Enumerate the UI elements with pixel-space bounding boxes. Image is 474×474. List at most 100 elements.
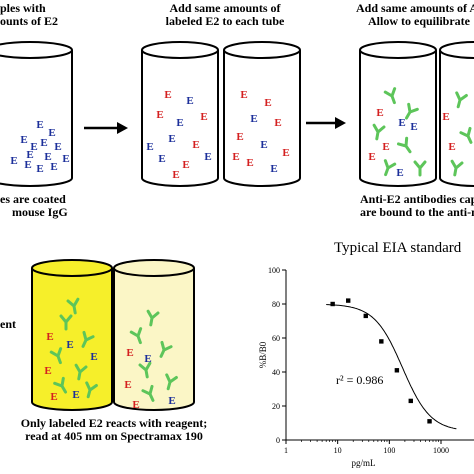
e2-step2-left: E <box>186 95 193 107</box>
r-squared-annotation: r² = 0.986 <box>336 373 383 387</box>
tube-step2-left <box>141 41 219 187</box>
e2-step4-yellow: E <box>90 351 97 363</box>
step3-caption-bottom: Anti-E2 antibodies capt are bound to the… <box>360 192 474 219</box>
e2-step3-left: E <box>382 141 389 153</box>
tube-step3-right <box>439 41 474 187</box>
e2-step2-right: E <box>282 147 289 159</box>
tube-step1-rim <box>0 41 73 59</box>
e2-step4-yellow: E <box>72 389 79 401</box>
e2-step4-yellow: E <box>66 339 73 351</box>
e2-step4-yellow: E <box>46 331 53 343</box>
tube-step3-right-body <box>439 50 474 187</box>
unlabeled-e2-step1: E <box>50 161 57 173</box>
e2-step2-right: E <box>260 139 267 151</box>
step3-caption-top: Add same amounts of An Allow to equilibr… <box>356 1 474 28</box>
data-point <box>346 298 351 303</box>
unlabeled-e2-step1: E <box>62 153 69 165</box>
unlabeled-e2-step1: E <box>36 119 43 131</box>
step4-side-label: ent <box>0 317 16 331</box>
unlabeled-e2-step1: E <box>54 141 61 153</box>
data-point <box>394 368 400 373</box>
chart-title: Typical EIA standard <box>334 240 462 256</box>
tube-step1 <box>0 41 73 187</box>
e2-step2-left: E <box>204 151 211 163</box>
arrows-layer <box>84 117 346 134</box>
e2-step2-right: E <box>270 163 277 175</box>
unlabeled-e2-step1: E <box>10 155 17 167</box>
eia-standard-curve-chart: 0 20 40 60 80 100 1 10 100 1000 pg/mL %B/B0 r² = 0.9… <box>258 266 474 468</box>
e2-step2-left: E <box>192 139 199 151</box>
e2-step3-left: E <box>396 167 403 179</box>
y-axis-label: %B/B0 <box>258 341 268 368</box>
e2-step2-left: E <box>172 169 179 181</box>
e2-step2-left: E <box>176 117 183 129</box>
unlabeled-e2-step1: E <box>40 137 47 149</box>
e2-step4-pale: E <box>144 353 151 365</box>
y-tick-label: 0 <box>276 436 280 445</box>
tube-step2-left-rim <box>141 41 219 59</box>
tube-step2-right-rim <box>223 41 301 59</box>
e2-step4-pale: E <box>132 399 139 411</box>
data-point <box>363 313 368 319</box>
unlabeled-e2-step1: E <box>48 127 55 139</box>
tube-step3-left <box>359 41 437 187</box>
e2-step2-right: E <box>240 89 247 101</box>
tube-step2-left-body <box>141 50 219 187</box>
y-tick-label: 80 <box>272 300 280 309</box>
tube-step4-yellow-body <box>31 268 113 411</box>
tube-step1-body <box>0 50 73 187</box>
step1-caption-bottom: es are coated mouse IgG <box>0 192 68 219</box>
x-axis-label: pg/mL <box>352 458 376 468</box>
tube-step4-pale-body <box>113 268 195 411</box>
e2-step4-pale: E <box>168 395 175 407</box>
step4-caption-bottom: Only labeled E2 reacts with reagent; rea… <box>20 416 208 443</box>
unlabeled-e2-step1: E <box>44 151 51 163</box>
unlabeled-e2-step1: E <box>20 134 27 146</box>
e2-step2-left: E <box>146 141 153 153</box>
e2-step2-left: E <box>200 111 207 123</box>
step-arrow-2 <box>306 117 346 129</box>
e2-step4-yellow: E <box>50 391 57 403</box>
x-tick-label: 1 <box>284 446 288 455</box>
fit-curve <box>326 304 457 430</box>
step1-caption-top: ples with ounts of E2 <box>0 1 59 28</box>
e2-step4-pale: E <box>126 347 133 359</box>
tube-step2-right-body <box>223 50 301 187</box>
tube-step2-right <box>223 41 301 187</box>
data-point <box>427 419 432 424</box>
data-point <box>379 339 384 344</box>
e2-step2-left: E <box>168 133 175 145</box>
data-point <box>330 301 335 307</box>
e2-step3-right: E <box>442 111 449 123</box>
e2-step2-left: E <box>164 89 171 101</box>
e2-step4-pale: E <box>124 379 131 391</box>
y-tick-label: 60 <box>272 334 280 343</box>
e2-step2-right: E <box>264 97 271 109</box>
e2-step2-right: E <box>236 131 243 143</box>
y-tick-label: 40 <box>272 368 280 377</box>
step-arrow-1 <box>84 122 128 134</box>
e2-step3-left: E <box>376 107 383 119</box>
e2-step3-left: E <box>410 121 417 133</box>
e2-step2-right: E <box>232 151 239 163</box>
tube-step4-yellow-rim <box>31 259 113 277</box>
unlabeled-e2-step1: E <box>36 163 43 175</box>
tube-step4-pale <box>113 259 195 411</box>
y-tick-label: 20 <box>272 402 280 411</box>
e2-step2-right: E <box>274 117 281 129</box>
tube-step3-right-rim <box>439 41 474 59</box>
x-tick-label: 1000 <box>433 446 449 455</box>
e2-step3-left: E <box>368 151 375 163</box>
step2-caption-top: Add same amounts of labeled E2 to each t… <box>165 1 285 28</box>
e2-step2-left: E <box>158 153 165 165</box>
tube-step3-left-body <box>359 50 437 187</box>
tube-step3-left-rim <box>359 41 437 59</box>
e2-step3-left: E <box>398 117 405 129</box>
tubes-layer <box>0 41 474 411</box>
x-tick-label: 10 <box>334 446 342 455</box>
data-point <box>408 398 413 404</box>
unlabeled-e2-step1: E <box>24 159 31 171</box>
